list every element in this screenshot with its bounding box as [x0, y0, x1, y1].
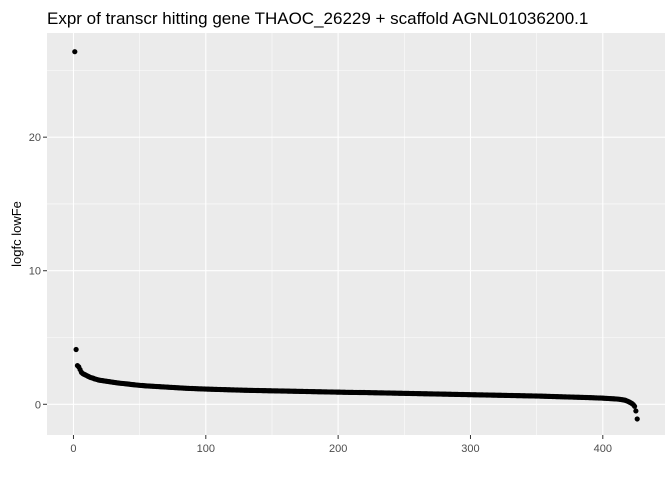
data-point [72, 49, 78, 55]
data-point [621, 397, 627, 403]
minor-gridlines [47, 33, 665, 435]
x-tick-label: 200 [329, 443, 347, 455]
data-point [633, 408, 639, 414]
x-axis: 0 100 200 300 400 [70, 435, 612, 455]
data-point [73, 346, 79, 353]
y-tick-label: 10 [29, 266, 41, 278]
data-points [72, 49, 640, 422]
data-point [634, 416, 640, 422]
y-tick-label: 0 [35, 399, 41, 411]
plot-panel [47, 33, 665, 435]
chart-title: Expr of transcr hitting gene THAOC_26229… [47, 9, 588, 28]
y-tick-label: 20 [29, 132, 41, 144]
y-axis-label: logfc lowFe [9, 201, 24, 267]
x-tick-label: 0 [70, 443, 76, 455]
y-axis: 0 10 20 [29, 132, 47, 411]
data-point [631, 403, 638, 409]
x-tick-label: 100 [197, 443, 215, 455]
major-gridlines [47, 33, 665, 435]
x-tick-label: 300 [461, 443, 479, 455]
x-tick-label: 400 [594, 443, 612, 455]
